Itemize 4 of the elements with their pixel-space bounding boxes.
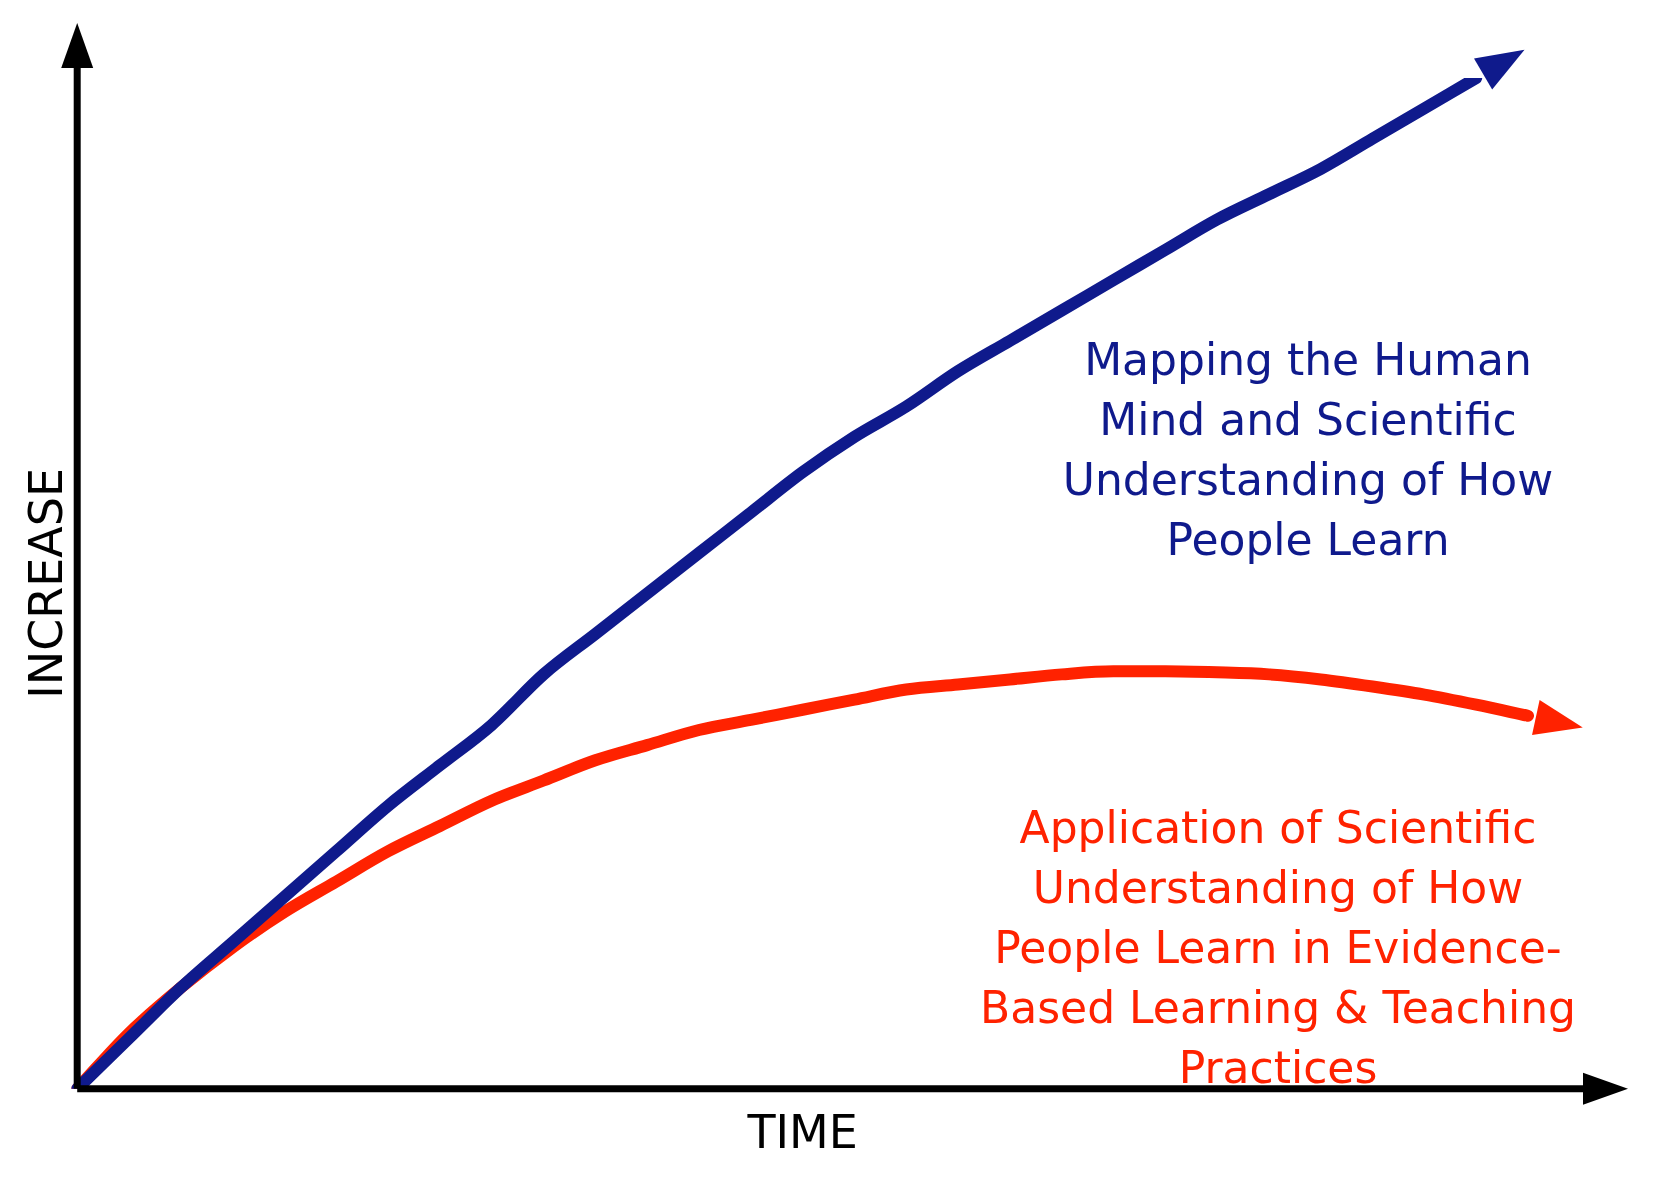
y-axis-title: INCREASE xyxy=(18,467,73,699)
series-label: Mapping the Human Mind and Scientific Understanding of How People Learn xyxy=(1061,333,1555,567)
text: Application of Scientific Understanding of How People Learn in Evidence-Based Learning & Teaching Practices xyxy=(979,801,1577,1095)
x-axis-title: TIME xyxy=(746,1105,858,1160)
